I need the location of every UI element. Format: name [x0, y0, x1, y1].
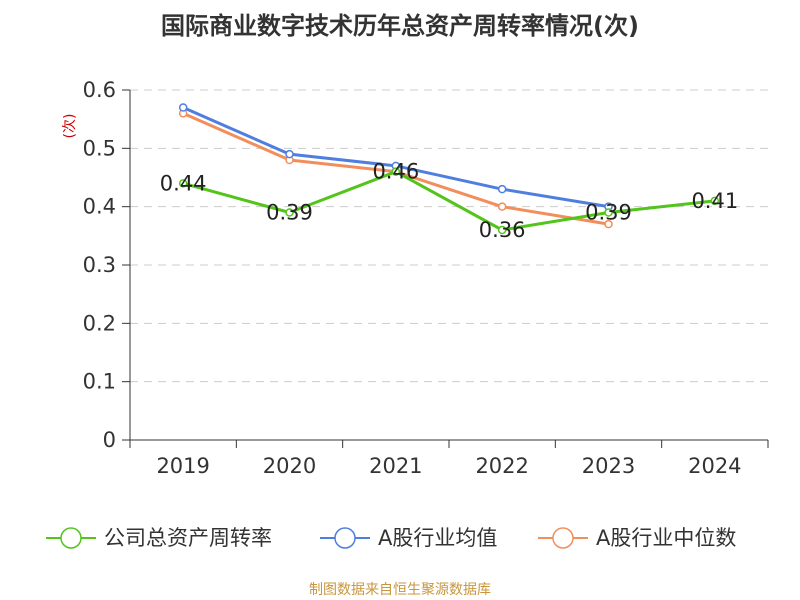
data-label: 0.46 — [372, 160, 419, 184]
grid-layer — [130, 89, 768, 383]
data-label-layer: 0.44 0.39 0.46 0.36 0.39 0.41 — [160, 160, 738, 242]
y-tick-label: 0.2 — [83, 311, 116, 335]
y-axis-label: (次) — [62, 114, 78, 139]
data-label: 0.41 — [691, 189, 738, 213]
series-line — [182, 106, 609, 209]
x-tick-label: 2022 — [475, 454, 528, 478]
data-point — [710, 196, 720, 206]
data-label: 0.39 — [585, 201, 632, 225]
y-tick-label: 0.5 — [83, 136, 116, 160]
data-point — [604, 208, 613, 217]
y-tick-label: 0.3 — [83, 253, 116, 277]
series-line — [182, 170, 715, 232]
data-point — [497, 202, 507, 211]
chart-title: 国际商业数字技术历年总资产周转率情况(次) — [161, 12, 639, 40]
data-point — [497, 225, 507, 235]
data-point — [604, 219, 613, 229]
series-2 — [178, 103, 613, 211]
legend-label: A股行业中位数 — [596, 526, 736, 550]
x-tick-label: 2024 — [688, 454, 741, 478]
x-tick-label: 2021 — [369, 454, 422, 478]
legend-marker — [552, 527, 574, 549]
data-point — [178, 103, 188, 112]
legend-marker — [334, 527, 356, 549]
series-layer — [178, 103, 720, 235]
legend-marker — [60, 527, 82, 549]
x-tick-label: 2023 — [582, 454, 635, 478]
data-label: 0.39 — [266, 201, 313, 225]
data-point — [391, 167, 401, 176]
series-1 — [178, 167, 720, 235]
data-point — [178, 179, 188, 188]
legend-item: 公司总资产周转率 — [46, 526, 272, 550]
y-tick-label: 0.4 — [83, 195, 116, 219]
legend-item: A股行业中位数 — [538, 526, 736, 550]
data-point — [285, 208, 294, 217]
x-tick-label: 2020 — [263, 454, 316, 478]
axis-layer: 0 0.1 0.2 0.3 0.4 0.5 0.6 2019 2020 2021 2022 2023 2… — [83, 78, 769, 478]
legend-label: A股行业均值 — [378, 526, 497, 550]
data-label: 0.44 — [160, 171, 207, 195]
y-tick-label: 0 — [103, 428, 116, 452]
y-tick-label: 0.6 — [83, 78, 116, 102]
legend-label: 公司总资产周转率 — [104, 526, 272, 550]
data-point — [285, 149, 294, 159]
data-point — [497, 184, 507, 194]
legend-item: A股行业均值 — [320, 526, 497, 550]
source-note: 制图数据来自恒生聚源数据库 — [309, 582, 491, 598]
legend: 公司总资产周转率 A股行业均值 A股行业中位数 — [46, 526, 736, 550]
y-tick-label: 0.1 — [83, 370, 116, 394]
data-label: 0.36 — [479, 218, 526, 242]
x-tick-label: 2019 — [156, 454, 209, 478]
